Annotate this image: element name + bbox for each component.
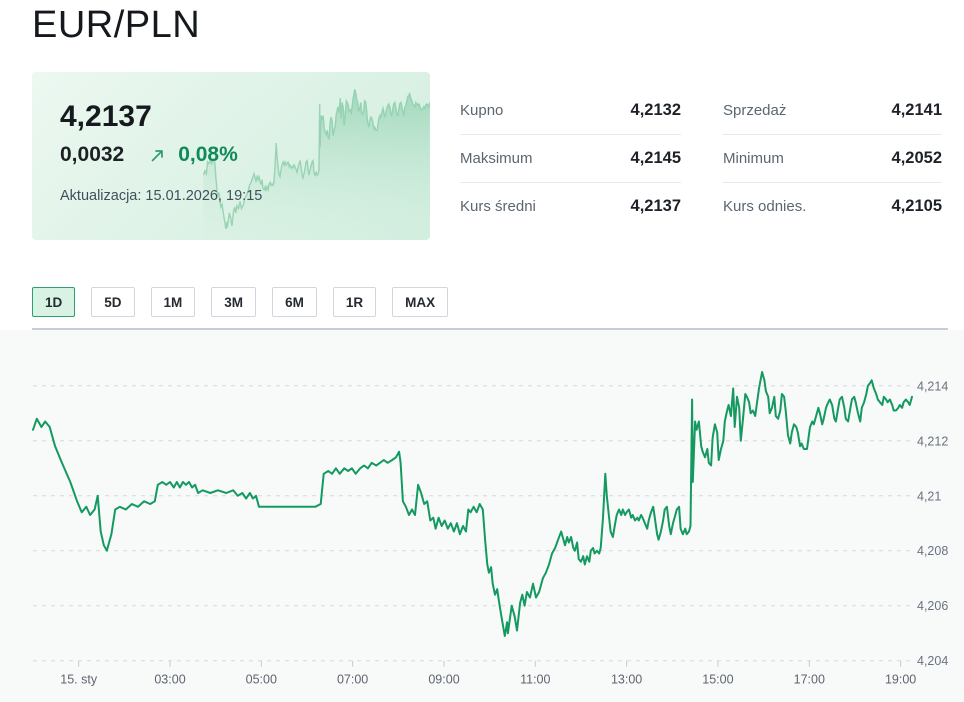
svg-text:15:00: 15:00	[702, 673, 733, 687]
stat-label: Minimum	[723, 150, 784, 167]
stat-label: Kupno	[460, 101, 504, 119]
range-button-1d[interactable]: 1D	[32, 287, 76, 317]
stat-row-minimum: Minimum 4,2052	[723, 134, 942, 182]
price-chart[interactable]: 4,214 4,212 4,21 4,208 4,206 4,204 15. sty 03:0…	[0, 341, 964, 702]
svg-text:4,21: 4,21	[917, 489, 941, 503]
svg-text:09:00: 09:00	[428, 673, 459, 687]
stat-row-kupno: Kupno 4,2132	[460, 86, 681, 134]
svg-text:4,214: 4,214	[917, 379, 948, 393]
trend-up-arrow-icon	[150, 148, 165, 163]
chart-section: 4,214 4,212 4,21 4,208 4,206 4,204 15. sty 03:0…	[0, 330, 964, 702]
svg-text:13:00: 13:00	[611, 673, 642, 687]
stat-label: Kurs średni	[460, 198, 536, 215]
range-button-1m[interactable]: 1M	[150, 287, 196, 317]
change-value: 0,0032	[60, 143, 125, 166]
range-selector: 1D 5D 1M 3M 6M 1R MAX	[32, 287, 449, 317]
stats-column-right: Sprzedaż 4,2141 Minimum 4,2052 Kurs odni…	[723, 86, 942, 230]
svg-text:07:00: 07:00	[337, 673, 368, 687]
svg-text:17:00: 17:00	[794, 673, 825, 687]
svg-text:03:00: 03:00	[154, 673, 185, 687]
stat-row-kurs-odnies: Kurs odnies. 4,2105	[723, 182, 942, 230]
last-update-timestamp: Aktualizacja: 15.01.2026, 19:15	[60, 188, 263, 204]
current-rate: 4,2137	[60, 100, 152, 133]
stat-value: 4,2052	[891, 149, 942, 167]
quote-card: 4,2137 0,0032 0,08% Aktualizacja: 15.01.…	[32, 72, 430, 240]
svg-text:05:00: 05:00	[246, 673, 277, 687]
stat-value: 4,2105	[891, 197, 942, 215]
stat-row-sprzedaz: Sprzedaż 4,2141	[723, 86, 942, 134]
stat-row-maksimum: Maksimum 4,2145	[460, 134, 681, 182]
stat-value: 4,2145	[630, 149, 681, 167]
svg-text:11:00: 11:00	[520, 673, 550, 687]
range-button-5d[interactable]: 5D	[91, 287, 135, 317]
stat-value: 4,2137	[630, 197, 681, 215]
stat-row-kurs-sredni: Kurs średni 4,2137	[460, 182, 681, 230]
stat-value: 4,2141	[891, 100, 942, 119]
separator	[32, 328, 948, 330]
range-button-3m[interactable]: 3M	[211, 287, 257, 317]
page-title: EUR/PLN	[32, 4, 201, 46]
svg-text:19:00: 19:00	[885, 673, 916, 687]
stats-column-left: Kupno 4,2132 Maksimum 4,2145 Kurs średni…	[460, 86, 681, 230]
svg-text:4,206: 4,206	[917, 599, 948, 613]
stat-label: Kurs odnies.	[723, 198, 807, 215]
svg-text:15. sty: 15. sty	[60, 673, 98, 687]
svg-text:4,204: 4,204	[917, 654, 948, 668]
change-percent: 0,08%	[178, 143, 238, 166]
svg-text:4,212: 4,212	[917, 434, 948, 448]
range-button-max[interactable]: MAX	[392, 287, 449, 317]
change-row: 0,0032 0,08%	[60, 143, 238, 167]
stat-value: 4,2132	[630, 100, 681, 119]
stat-label: Sprzedaż	[723, 101, 787, 119]
svg-text:4,208: 4,208	[917, 544, 948, 558]
range-button-1r[interactable]: 1R	[332, 287, 377, 317]
stat-label: Maksimum	[460, 150, 533, 167]
sparkline-chart	[203, 72, 430, 240]
range-button-6m[interactable]: 6M	[272, 287, 317, 317]
